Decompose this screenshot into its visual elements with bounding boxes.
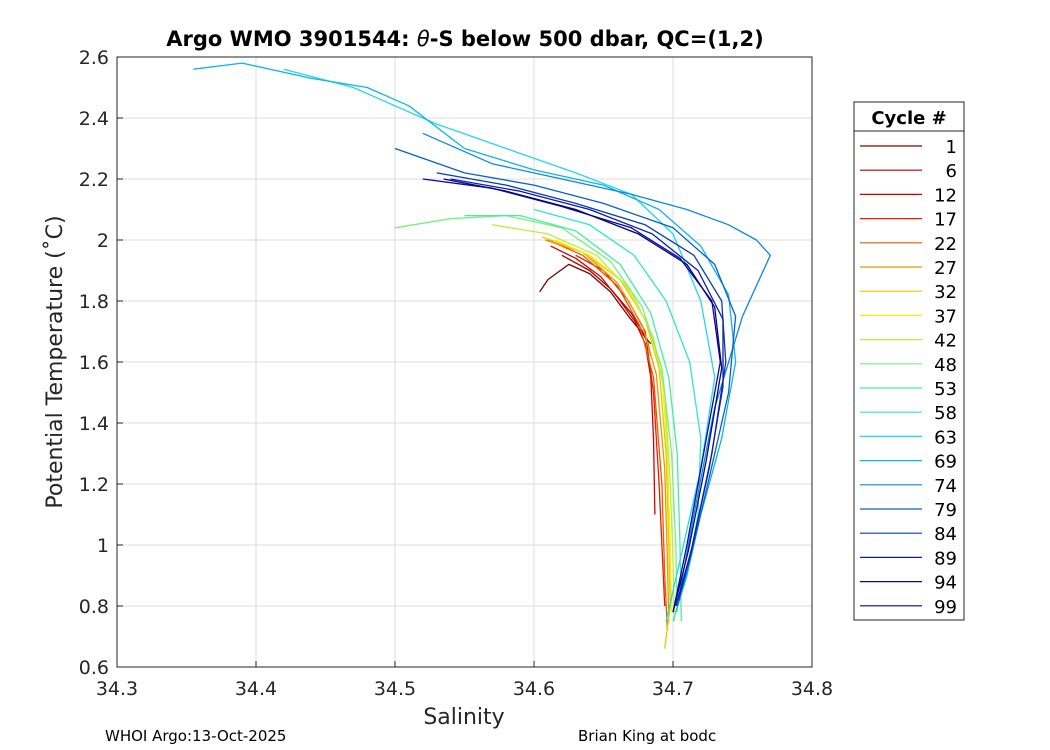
- legend-label-22: 22: [934, 234, 957, 255]
- x-tick-label: 34.3: [96, 678, 138, 700]
- axis-ticks: 34.3 34.4 34.5 34.6 34.7 34.8 0.6 0.8 1 1.2 1.4 1.6…: [79, 47, 833, 700]
- y-tick-label: 2: [97, 230, 109, 252]
- legend-label-74: 74: [934, 476, 957, 497]
- series-cycle-89: [450, 178, 724, 607]
- y-tick-label: 1.4: [79, 413, 109, 435]
- legend-label-53: 53: [934, 379, 957, 400]
- legend-label-69: 69: [934, 452, 957, 473]
- x-tick-label: 34.6: [513, 678, 555, 700]
- series-cycle-27: [544, 239, 670, 622]
- legend-label-17: 17: [934, 210, 957, 231]
- series-cycle-79: [394, 147, 737, 607]
- y-tick-label: 2.4: [79, 108, 109, 130]
- legend-label-37: 37: [934, 306, 957, 327]
- y-tick-label: 1: [97, 535, 109, 557]
- legend-label-99: 99: [934, 597, 957, 618]
- series-cycle-74: [422, 132, 771, 591]
- series-cycle-42: [492, 224, 676, 622]
- legend-label-27: 27: [934, 258, 957, 279]
- series-cycle-53: [464, 214, 682, 622]
- legend-label-6: 6: [946, 161, 957, 182]
- legend-label-32: 32: [934, 282, 957, 303]
- grid-lines: [116, 56, 813, 668]
- y-tick-label: 0.8: [79, 596, 109, 618]
- legend-label-42: 42: [934, 331, 957, 352]
- x-tick-label: 34.5: [374, 678, 416, 700]
- x-tick-label: 34.8: [791, 678, 833, 700]
- y-tick-label: 2.2: [79, 169, 109, 191]
- legend-label-94: 94: [934, 573, 957, 594]
- y-tick-label: 1.8: [79, 291, 109, 313]
- y-axis-label: Potential Temperature (˚C): [43, 215, 68, 508]
- series-cycle-63: [283, 68, 716, 622]
- y-tick-label: 1.6: [79, 352, 109, 374]
- y-tick-label: 0.6: [79, 657, 109, 679]
- series-cycle-99: [443, 178, 723, 613]
- footer-left: WHOI Argo:13-Oct-2025: [105, 727, 286, 745]
- x-axis-label: Salinity: [423, 705, 504, 730]
- legend-label-58: 58: [934, 403, 957, 424]
- series-cycle-48: [394, 214, 678, 613]
- y-tick-label: 2.6: [79, 47, 109, 69]
- footer-right: Brian King at bodc: [578, 727, 716, 745]
- series-cycle-69: [193, 62, 737, 613]
- legend-label-1: 1: [946, 137, 957, 158]
- x-tick-label: 34.7: [652, 678, 694, 700]
- data-series: [193, 62, 771, 649]
- series-cycle-12: [550, 245, 656, 515]
- chart-title: Argo WMO 3901544: θ-S below 500 dbar, QC…: [166, 27, 763, 51]
- series-cycle-37: [554, 239, 673, 613]
- legend-label-12: 12: [934, 185, 957, 206]
- legend-title: Cycle #: [871, 108, 946, 129]
- legend-label-48: 48: [934, 355, 957, 376]
- legend-label-63: 63: [934, 427, 957, 448]
- legend-label-79: 79: [934, 500, 957, 521]
- legend-label-89: 89: [934, 548, 957, 569]
- legend: Cycle # 1 6 12 17 22 27 32 37 42 48 53 58 63 69 74 79 84…: [853, 101, 965, 621]
- x-tick-label: 34.4: [235, 678, 277, 700]
- legend-label-84: 84: [934, 524, 957, 545]
- y-tick-label: 1.2: [79, 474, 109, 496]
- series-cycle-22: [547, 239, 669, 631]
